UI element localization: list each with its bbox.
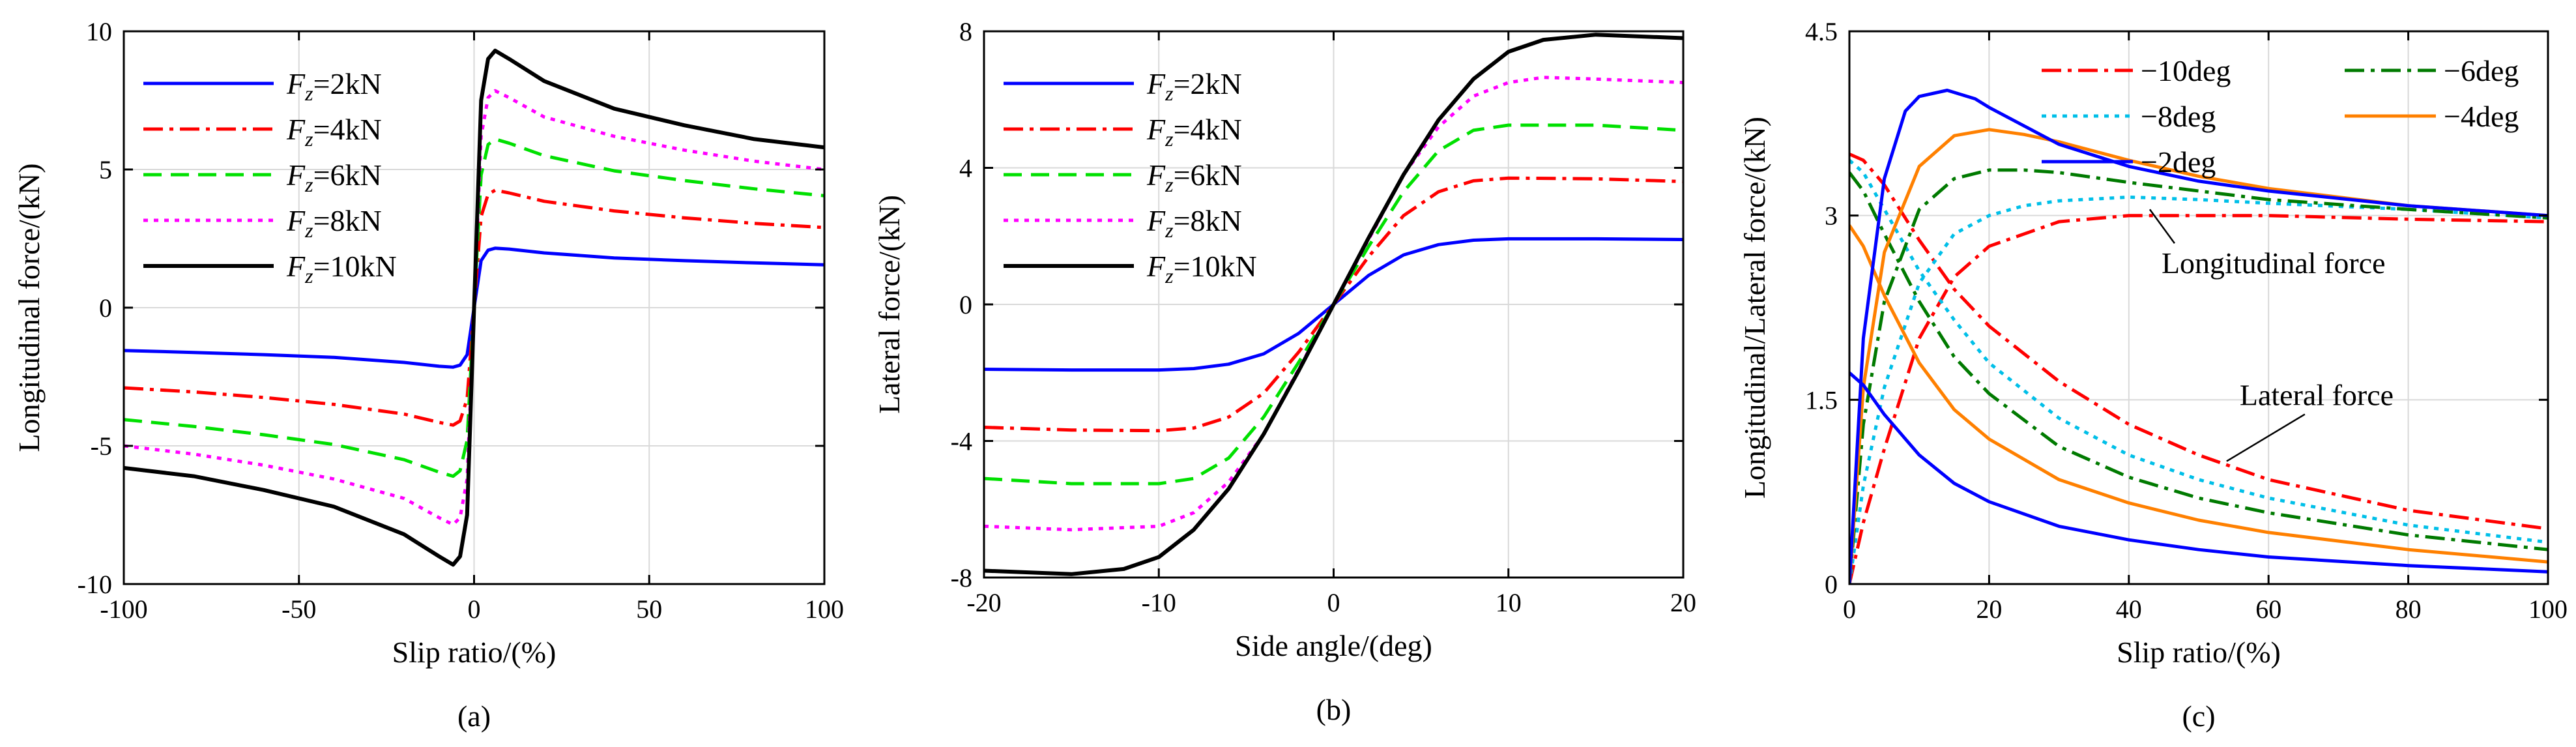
x-axis-label: Side angle/(deg) xyxy=(1235,629,1432,662)
subfigure-caption: (c) xyxy=(2182,699,2215,733)
series-line-5 xyxy=(1849,168,2548,584)
y-tick-label: 5 xyxy=(99,155,112,184)
x-axis-label: Slip ratio/(%) xyxy=(392,636,557,669)
series-line-5 xyxy=(984,33,1683,576)
series-line-9 xyxy=(1849,89,2548,584)
legend-label: Fz=4kN xyxy=(286,113,382,151)
y-tick-label: 3 xyxy=(1825,201,1838,231)
x-tick-label: 60 xyxy=(2255,594,2281,624)
x-tick-label: 10 xyxy=(1496,588,1522,617)
subfigure-caption: (a) xyxy=(457,699,491,733)
legend-label: Fz=6kN xyxy=(286,158,382,196)
legend-label: Fz=10kN xyxy=(286,250,397,287)
x-tick-label: 100 xyxy=(2528,594,2568,624)
legend-label: Fz=4kN xyxy=(1146,113,1242,151)
series-group xyxy=(1849,89,2548,584)
legend-label: −2deg xyxy=(2141,145,2216,179)
chart-panel-3: 0 20 40 60 80 100 0 1.5 3 4.5 Slip ratio/(%) Longit… xyxy=(1738,17,2568,733)
y-tick-label: 10 xyxy=(86,17,112,46)
annotation-lateral-force: Lateral force xyxy=(2240,379,2394,412)
y-tick-label: -4 xyxy=(951,427,972,456)
y-tick-label: 4.5 xyxy=(1805,17,1838,46)
x-tick-label: -100 xyxy=(100,594,147,624)
series-line-7 xyxy=(1849,128,2548,584)
y-axis-label: Longitudinal force/(kN) xyxy=(12,163,46,452)
y-tick-label: 1.5 xyxy=(1805,385,1838,415)
legend: Fz=2kN Fz=4kN Fz=6kN Fz=8kN Fz=10kN xyxy=(143,67,397,287)
y-tick-label: 0 xyxy=(99,293,112,323)
series-line-2 xyxy=(1849,153,2548,531)
y-tick-label: 4 xyxy=(959,154,972,183)
y-tick-label: -8 xyxy=(951,563,972,593)
y-tick-label: 0 xyxy=(1825,570,1838,599)
legend-label: Fz=10kN xyxy=(1146,250,1257,287)
x-tick-label: 100 xyxy=(805,594,844,624)
series-line-3 xyxy=(984,123,1683,486)
series-line-8 xyxy=(1849,224,2548,564)
series-line-1 xyxy=(1849,214,2548,584)
annotation-leader xyxy=(2149,209,2175,244)
x-tick-label: -10 xyxy=(1142,588,1176,617)
annotation-longitudinal-force: Longitudinal force xyxy=(2162,246,2386,280)
series-group xyxy=(984,33,1683,576)
x-tick-label: 20 xyxy=(1976,594,2002,624)
x-tick-label: 0 xyxy=(1327,588,1340,617)
legend: −10deg −6deg −8deg −4deg −2deg xyxy=(2042,54,2519,179)
y-tick-label: -10 xyxy=(78,570,112,599)
y-tick-label: 8 xyxy=(959,17,972,46)
y-axis-label: Lateral force/(kN) xyxy=(873,195,906,414)
series-line-3 xyxy=(1849,195,2548,584)
legend-label: −6deg xyxy=(2444,54,2519,87)
legend-label: Fz=2kN xyxy=(286,67,382,105)
legend-label: Fz=8kN xyxy=(1146,204,1242,242)
x-tick-label: 50 xyxy=(636,594,662,624)
x-axis-label: Slip ratio/(%) xyxy=(2117,636,2281,669)
x-tick-label: 80 xyxy=(2395,594,2422,624)
legend-label: −8deg xyxy=(2141,100,2216,133)
legend-label: −4deg xyxy=(2444,100,2519,133)
series-group xyxy=(124,48,824,567)
x-tick-label: -50 xyxy=(282,594,316,624)
legend-label: −10deg xyxy=(2141,54,2231,87)
x-tick-label: -20 xyxy=(966,588,1001,617)
legend: Fz=2kN Fz=4kN Fz=6kN Fz=8kN Fz=10kN xyxy=(1004,67,1257,287)
y-tick-label: 0 xyxy=(959,290,972,319)
series-line-6 xyxy=(1849,171,2548,551)
x-tick-label: 40 xyxy=(2116,594,2142,624)
legend-label: Fz=2kN xyxy=(1146,67,1242,105)
annotation-leader xyxy=(2226,413,2306,462)
x-tick-label: 0 xyxy=(1843,594,1856,624)
series-line-4 xyxy=(124,89,824,527)
y-tick-label: -5 xyxy=(91,432,112,461)
series-line-5 xyxy=(124,48,824,567)
plot-frame xyxy=(1848,30,2549,585)
series-line-10 xyxy=(1849,372,2548,574)
legend-label: Fz=6kN xyxy=(1146,158,1242,196)
x-tick-label: 20 xyxy=(1670,588,1696,617)
subfigure-caption: (b) xyxy=(1316,693,1352,726)
legend-label: Fz=8kN xyxy=(286,204,382,242)
chart-panel-2: -20 -10 0 10 20 -8 -4 0 4 8 Side angle/(deg) Latera… xyxy=(873,17,1696,726)
y-axis-label: Longitudinal/Lateral force/(kN) xyxy=(1738,117,1771,499)
x-tick-label: 0 xyxy=(468,594,481,624)
